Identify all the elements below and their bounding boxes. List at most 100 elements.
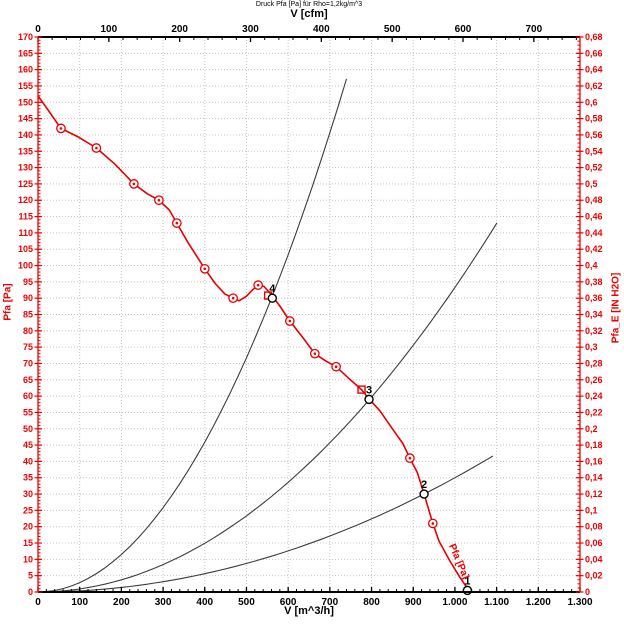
- left-axis-tick-label: 55: [23, 407, 33, 417]
- right-axis-tick-label: 0,42: [585, 244, 603, 254]
- left-axis-tick-label: 15: [23, 538, 33, 548]
- left-axis-tick-label: 40: [23, 456, 33, 466]
- left-axis-tick-label: 80: [23, 326, 33, 336]
- right-axis-tick-label: 0,1: [585, 505, 598, 515]
- bottom-axis-tick-label: 800: [363, 597, 380, 608]
- left-axis-tick-label: 20: [23, 522, 33, 532]
- left-axis-tick-label: 145: [18, 114, 33, 124]
- top-axis-tick-label: 600: [455, 24, 472, 35]
- fan-curve-marker-dot: [203, 267, 207, 271]
- duty-point-4: [267, 293, 278, 303]
- right-axis-tick-label: 0,38: [585, 277, 603, 287]
- chart-title: Druck Pfa [Pa] für Rho=1,2kg/m^3: [255, 1, 363, 8]
- left-axis-tick-label: 125: [18, 179, 33, 189]
- right-axis-tick-label: 0,22: [585, 407, 603, 417]
- fan-curve-marker-dot: [334, 365, 338, 369]
- fan-curve-marker-dot: [288, 319, 292, 323]
- right-axis-tick-label: 0,6: [585, 97, 598, 107]
- right-axis-tick-label: 0,26: [585, 375, 603, 385]
- right-axis-tick-label: 0,52: [585, 163, 603, 173]
- bottom-axis-tick-label: 1.200: [526, 597, 551, 608]
- left-axis-tick-label: 130: [18, 163, 33, 173]
- bottom-axis-tick-label: 500: [238, 597, 255, 608]
- right-axis-tick-label: 0,44: [585, 228, 603, 238]
- right-axis-tick-label: 0,4: [585, 261, 598, 271]
- left-axis-tick-label: 105: [18, 244, 33, 254]
- right-axis-tick-label: 0,5: [585, 179, 598, 189]
- right-axis-tick-label: 0,28: [585, 358, 603, 368]
- left-axis-tick-label: 85: [23, 310, 33, 320]
- left-axis-tick-label: 135: [18, 146, 33, 156]
- right-axis-tick-label: 0,58: [585, 114, 603, 124]
- right-axis-tick-label: 0,62: [585, 81, 603, 91]
- duty-point-label-2: 2: [421, 479, 427, 491]
- system-curve-3: [37, 222, 498, 593]
- left-axis-tick-label: 35: [23, 473, 33, 483]
- bottom-axis-tick-label: 0: [35, 597, 41, 608]
- left-axis-tick-label: 95: [23, 277, 33, 287]
- left-axis-title: Pfa [Pa]: [2, 283, 14, 321]
- left-axis-tick-label: 10: [23, 554, 33, 564]
- right-axis-tick-label: 0,12: [585, 489, 603, 499]
- bottom-axis-tick-label: 400: [196, 597, 213, 608]
- right-axis-tick-label: 0,14: [585, 473, 603, 483]
- fan-point-square: [357, 385, 366, 394]
- fan-curve-marker-dot: [313, 352, 317, 355]
- left-axis-tick-label: 45: [23, 440, 33, 450]
- right-axis-tick-label: 0,68: [585, 32, 603, 42]
- right-axis-tick-label: 0,34: [585, 310, 603, 320]
- right-axis-tick-label: 0,36: [585, 293, 603, 303]
- right-axis-tick-label: 0,64: [585, 65, 603, 75]
- left-axis-tick-label: 140: [18, 130, 33, 140]
- right-axis-tick-label: 0,46: [585, 212, 603, 222]
- right-axis-tick-label: 0,24: [585, 391, 603, 401]
- left-axis-tick-label: 120: [18, 195, 33, 205]
- top-axis-tick-label: 500: [384, 24, 401, 35]
- fan-curve-marker-dot: [256, 283, 260, 287]
- fan-curve-marker-dot: [231, 296, 235, 300]
- system-curve-2: [38, 455, 494, 593]
- left-axis-tick-label: 170: [18, 32, 33, 42]
- right-axis-tick-label: 0,48: [585, 195, 603, 205]
- fan-curve-marker-dot: [408, 456, 412, 460]
- bottom-axis-tick-label: 300: [155, 597, 172, 608]
- right-axis-tick-label: 0,3: [585, 342, 598, 352]
- duty-point-1: [462, 585, 473, 596]
- right-axis-tick-label: 0,56: [585, 130, 603, 140]
- top-axis-tick-label: 700: [526, 24, 543, 35]
- left-axis-tick-label: 160: [18, 65, 33, 75]
- bottom-axis-tick-label: 1.100: [484, 597, 509, 608]
- fan-curve-marker-dot: [157, 198, 161, 202]
- left-axis-tick-label: 150: [18, 97, 33, 107]
- bottom-axis-tick-label: 700: [322, 597, 339, 608]
- duty-point-label-1: 1: [464, 575, 470, 587]
- top-axis-tick-label: 200: [171, 24, 188, 35]
- right-axis-tick-label: 0: [585, 587, 590, 597]
- left-axis-tick-label: 30: [23, 489, 33, 499]
- left-axis-tick-label: 50: [23, 424, 33, 434]
- top-axis-tick-label: 300: [242, 24, 259, 35]
- top-axis-tick-label: 0: [35, 24, 41, 35]
- system-curve-4: [37, 78, 348, 593]
- fan-curve-marker-dot: [132, 182, 136, 186]
- right-axis-tick-label: 0,02: [585, 571, 603, 581]
- left-axis-tick-label: 70: [23, 358, 33, 368]
- bottom-axis-tick-label: 1.000: [442, 597, 467, 608]
- right-axis-tick-label: 0,54: [585, 146, 603, 156]
- left-axis-tick-label: 5: [28, 571, 33, 581]
- bottom-axis-tick-label: 100: [71, 597, 88, 608]
- right-axis-tick-label: 0,06: [585, 538, 603, 548]
- duty-point-2: [419, 489, 429, 499]
- fan-curve-marker-dot: [59, 127, 63, 130]
- left-axis-tick-label: 75: [23, 342, 33, 352]
- top-axis-tick-label: 400: [313, 24, 330, 35]
- left-axis-tick-label: 165: [18, 48, 33, 58]
- left-axis-tick-label: 60: [23, 391, 33, 401]
- left-axis-tick-label: 100: [18, 261, 33, 271]
- left-axis-tick-label: 25: [23, 505, 33, 515]
- left-axis-tick-label: 65: [23, 375, 33, 385]
- bottom-axis-tick-label: 1.300: [567, 597, 592, 608]
- bottom-axis-title: V [m^3/h]: [284, 605, 334, 617]
